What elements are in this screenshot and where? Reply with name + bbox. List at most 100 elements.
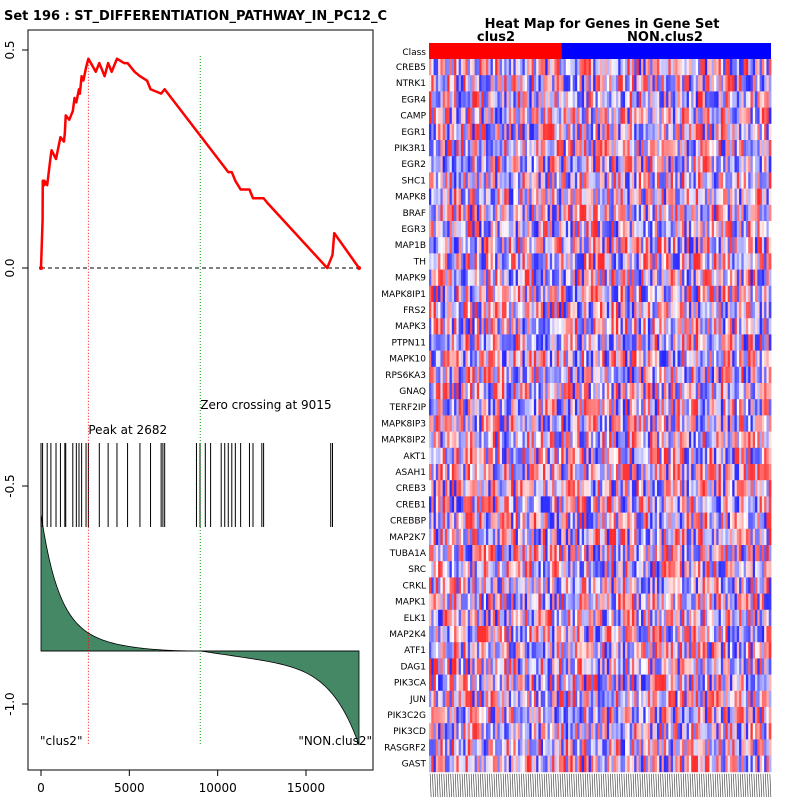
heatmap-cell	[621, 561, 624, 578]
heatmap-cell	[548, 496, 551, 513]
heatmap-cell	[527, 124, 530, 141]
heatmap-cell	[573, 59, 576, 76]
heatmap-cell	[689, 399, 692, 416]
heatmap-cell	[703, 156, 706, 173]
heatmap-cell	[513, 334, 516, 351]
heatmap-cell	[529, 545, 532, 562]
heatmap-cell	[500, 221, 503, 238]
heatmap-cell	[538, 156, 541, 173]
heatmap-cell	[586, 367, 589, 384]
heatmap-cell	[568, 529, 571, 546]
heatmap-cell	[593, 496, 596, 513]
heatmap-cell	[735, 172, 738, 189]
heatmap-cell	[586, 172, 589, 189]
heatmap-cell	[463, 221, 466, 238]
heatmap-cell	[504, 415, 507, 432]
heatmap-cell	[659, 140, 662, 157]
heatmap-cell	[632, 545, 635, 562]
heatmap-cell	[522, 108, 525, 125]
heatmap-cell	[561, 383, 564, 400]
heatmap-cell	[486, 59, 489, 76]
heatmap-cell	[735, 140, 738, 157]
heatmap-cell	[602, 302, 605, 319]
heatmap-cell	[561, 318, 564, 335]
heatmap-cell	[557, 480, 560, 497]
heatmap-cell	[548, 367, 551, 384]
heatmap-row	[429, 75, 771, 92]
heatmap-cell	[744, 91, 747, 108]
heatmap-cell	[479, 124, 482, 141]
heatmap-row	[429, 253, 771, 270]
heatmap-cell	[639, 383, 642, 400]
heatmap-cell	[678, 156, 681, 173]
heatmap-cell	[618, 59, 621, 76]
heatmap-cell	[589, 172, 592, 189]
heatmap-cell	[516, 237, 519, 254]
heatmap-cell	[621, 156, 624, 173]
heatmap-cell	[586, 221, 589, 238]
heatmap-cell	[684, 59, 687, 76]
heatmap-cell	[456, 318, 459, 335]
heatmap-cell	[666, 383, 669, 400]
heatmap-cell	[554, 172, 557, 189]
heatmap-cell	[714, 75, 717, 92]
heatmap-cell	[732, 399, 735, 416]
heatmap-cell	[488, 286, 491, 303]
heatmap-cell	[625, 351, 628, 368]
heatmap-cell	[557, 383, 560, 400]
heatmap-cell	[573, 156, 576, 173]
heatmap-cell	[748, 448, 751, 465]
heatmap-cell	[564, 205, 567, 222]
heatmap-cell	[497, 529, 500, 546]
heatmap-cell	[552, 415, 555, 432]
heatmap-cell	[509, 108, 512, 125]
heatmap-cell	[516, 108, 519, 125]
heatmap-cell	[488, 318, 491, 335]
heatmap-cell	[536, 286, 539, 303]
heatmap-cell	[536, 140, 539, 157]
heatmap-cell	[741, 561, 744, 578]
heatmap-cell	[652, 237, 655, 254]
heatmap-cell	[748, 318, 751, 335]
heatmap-cell	[748, 351, 751, 368]
heatmap-cell	[463, 59, 466, 76]
heatmap-cell	[707, 237, 710, 254]
heatmap-cell	[687, 140, 690, 157]
heatmap-cell	[659, 221, 662, 238]
heatmap-cell	[630, 383, 633, 400]
heatmap-cell	[450, 496, 453, 513]
heatmap-cell	[541, 334, 544, 351]
heatmap-cell	[703, 286, 706, 303]
heatmap-cell	[648, 237, 651, 254]
heatmap-cell	[673, 496, 676, 513]
heatmap-cell	[566, 318, 569, 335]
heatmap-cell	[737, 399, 740, 416]
heatmap-cell	[497, 221, 500, 238]
heatmap-cell	[481, 302, 484, 319]
heatmap-cell	[678, 545, 681, 562]
heatmap-cell	[625, 270, 628, 287]
heatmap-cell	[703, 108, 706, 125]
heatmap-cell	[614, 464, 617, 481]
heatmap-cell	[700, 59, 703, 76]
heatmap-cell	[714, 399, 717, 416]
heatmap-cell	[609, 351, 612, 368]
heatmap-cell	[739, 270, 742, 287]
heatmap-cell	[696, 561, 699, 578]
heatmap-cell	[472, 108, 475, 125]
heatmap-cell	[646, 545, 649, 562]
heatmap-cell	[646, 513, 649, 530]
heatmap-cell	[737, 464, 740, 481]
heatmap-cell	[714, 108, 717, 125]
heatmap-cell	[511, 237, 514, 254]
heatmap-cell	[481, 561, 484, 578]
heatmap-cell	[536, 464, 539, 481]
heatmap-cell	[463, 432, 466, 449]
heatmap-cell	[584, 189, 587, 206]
heatmap-cell	[678, 189, 681, 206]
heatmap-cell	[666, 545, 669, 562]
heatmap-cell	[611, 221, 614, 238]
heatmap-cell	[591, 59, 594, 76]
heatmap-cell	[693, 561, 696, 578]
heatmap-cell	[627, 205, 630, 222]
